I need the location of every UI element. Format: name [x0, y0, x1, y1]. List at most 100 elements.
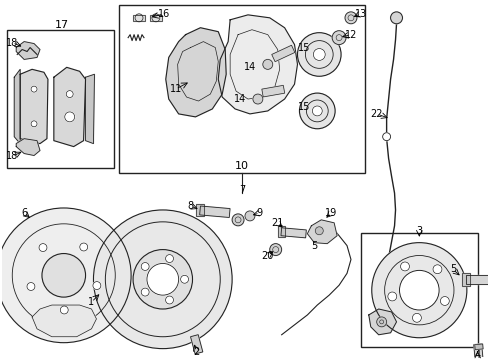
Polygon shape [16, 139, 40, 156]
Text: 5: 5 [450, 264, 456, 274]
Circle shape [377, 317, 387, 327]
Polygon shape [369, 309, 396, 335]
Text: 17: 17 [55, 20, 69, 30]
Text: 1: 1 [88, 297, 95, 307]
Bar [119, 5, 365, 173]
Circle shape [332, 31, 346, 45]
Bar [196, 204, 204, 216]
Circle shape [0, 208, 131, 343]
Bar [462, 273, 470, 286]
Circle shape [31, 121, 37, 127]
Bar [475, 344, 483, 350]
Circle shape [263, 59, 273, 69]
Circle shape [270, 244, 282, 256]
Text: 8: 8 [188, 201, 194, 211]
Polygon shape [86, 74, 95, 144]
Text: 14: 14 [244, 62, 256, 72]
Bar [281, 228, 306, 238]
Circle shape [253, 94, 263, 104]
Text: 12: 12 [345, 30, 357, 40]
Circle shape [93, 282, 101, 289]
Text: 19: 19 [325, 208, 337, 218]
Bar [262, 85, 285, 97]
Circle shape [181, 275, 189, 283]
Text: 10: 10 [235, 161, 249, 171]
Text: 9: 9 [257, 208, 263, 218]
Circle shape [80, 243, 88, 251]
Circle shape [297, 33, 341, 76]
Text: 21: 21 [271, 218, 284, 228]
Circle shape [383, 133, 391, 141]
Circle shape [135, 14, 143, 22]
Circle shape [232, 214, 244, 226]
Circle shape [27, 283, 35, 291]
Circle shape [31, 86, 37, 92]
Text: 18: 18 [6, 37, 19, 48]
Bar [133, 15, 145, 21]
Text: 6: 6 [21, 208, 27, 218]
Text: 16: 16 [158, 9, 170, 19]
Bar [196, 204, 204, 216]
Text: 14: 14 [234, 94, 246, 104]
Bar [462, 273, 470, 286]
Circle shape [400, 262, 410, 271]
Bar [150, 15, 162, 21]
Text: 4: 4 [475, 350, 481, 360]
Bar [361, 233, 478, 347]
Bar [191, 335, 203, 354]
Text: 20: 20 [262, 251, 274, 261]
Circle shape [388, 292, 397, 301]
Circle shape [166, 255, 173, 262]
Circle shape [391, 12, 402, 24]
Circle shape [433, 265, 442, 274]
Circle shape [94, 210, 232, 348]
Circle shape [66, 91, 73, 98]
Text: 2: 2 [194, 347, 199, 357]
Circle shape [42, 253, 86, 297]
Bar [133, 15, 145, 21]
Polygon shape [218, 15, 297, 114]
Polygon shape [32, 305, 97, 337]
Bar [474, 344, 483, 360]
Circle shape [60, 306, 68, 314]
Bar [466, 275, 490, 284]
Circle shape [413, 313, 421, 322]
Circle shape [39, 244, 47, 252]
Text: 15: 15 [298, 102, 311, 112]
Text: 11: 11 [170, 84, 182, 94]
Circle shape [399, 270, 439, 310]
Circle shape [166, 296, 173, 304]
Polygon shape [166, 28, 226, 117]
Text: 22: 22 [370, 109, 383, 119]
Circle shape [441, 297, 449, 305]
Circle shape [152, 14, 160, 22]
Text: 15: 15 [298, 42, 311, 53]
Circle shape [299, 93, 335, 129]
Polygon shape [307, 220, 337, 244]
Text: 13: 13 [355, 9, 367, 19]
Bar [199, 206, 230, 217]
Polygon shape [20, 69, 48, 144]
Circle shape [312, 106, 322, 116]
Text: 5: 5 [311, 240, 318, 251]
Bar [191, 335, 203, 354]
Polygon shape [14, 69, 20, 144]
Bar [272, 45, 295, 62]
Bar [262, 85, 285, 97]
Text: 18: 18 [6, 152, 19, 162]
Circle shape [65, 112, 74, 122]
Text: 7: 7 [239, 185, 245, 195]
Circle shape [372, 243, 467, 338]
Circle shape [245, 211, 255, 221]
Bar [7, 30, 114, 168]
Bar [466, 275, 490, 284]
Circle shape [316, 227, 323, 235]
Polygon shape [16, 42, 40, 59]
Bar [475, 344, 483, 350]
Bar [278, 226, 285, 237]
Bar [281, 228, 306, 238]
Circle shape [313, 49, 325, 60]
Bar [278, 226, 285, 237]
Circle shape [133, 249, 193, 309]
Circle shape [147, 264, 179, 295]
